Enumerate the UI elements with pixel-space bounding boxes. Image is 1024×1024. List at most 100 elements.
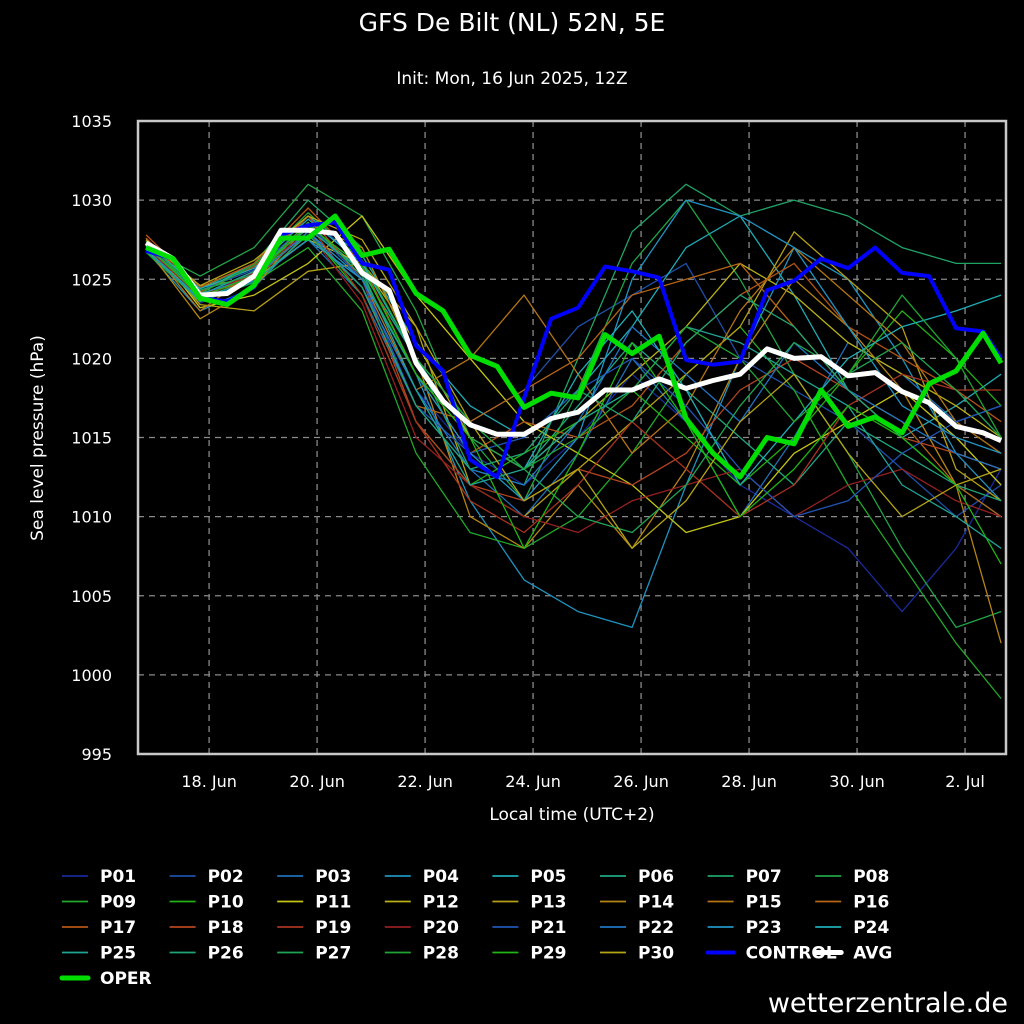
plot-frame [136, 119, 1008, 756]
legend-item-p26: P26 [169, 944, 244, 964]
series-line-p20 [145, 231, 1002, 534]
x-tick-label: 30. Jun [829, 772, 885, 791]
y-tick-label: 1020 [71, 349, 112, 368]
x-axis-ticks: 18. Jun 20. Jun 22. Jun 24. Jun 26. Jun 28. J… [181, 772, 985, 791]
y-tick-label: 1025 [71, 270, 112, 289]
legend-item-p25: P25 [62, 944, 136, 964]
legend-item-p07: P07 [707, 867, 782, 887]
series-line-p19 [145, 223, 1002, 534]
legend-item-p13: P13 [492, 893, 567, 913]
legend-item-p29: P29 [492, 944, 567, 964]
legend-label: P18 [208, 918, 244, 938]
y-axis-label: Sea level pressure (hPa) [28, 335, 48, 541]
legend-item-p28: P28 [384, 944, 459, 964]
x-tick-label: 28. Jun [721, 772, 777, 791]
legend-label: P08 [853, 867, 889, 887]
y-tick-label: 1015 [71, 429, 112, 448]
legend-label: P01 [100, 867, 136, 887]
legend-item-p20: P20 [384, 918, 459, 938]
x-axis-label: Local time (UTC+2) [489, 805, 654, 825]
legend-item-p30: P30 [600, 944, 674, 964]
legend-label: P11 [315, 893, 351, 913]
legend-label: P10 [208, 893, 244, 913]
legend: P01 P02 P03 P04 P05 P06 P07 P08 P09 P10 P11 P12 P13 P… [59, 867, 892, 989]
legend-label: P28 [423, 944, 459, 964]
legend-label: P24 [853, 918, 889, 938]
legend-label: P27 [315, 944, 351, 964]
legend-item-p23: P23 [707, 918, 782, 938]
x-tick-label: 2. Jul [945, 772, 985, 791]
legend-label: P22 [638, 918, 674, 938]
legend-item-p19: P19 [277, 918, 351, 938]
legend-item-p04: P04 [384, 867, 459, 887]
legend-item-p15: P15 [707, 893, 782, 913]
legend-label: P29 [530, 944, 566, 964]
legend-label: P25 [100, 944, 136, 964]
legend-label: P26 [208, 944, 244, 964]
legend-item-p21: P21 [492, 918, 567, 938]
legend-item-control: CONTROL [705, 944, 837, 964]
legend-item-p12: P12 [384, 893, 459, 913]
legend-item-p18: P18 [169, 918, 244, 938]
y-tick-label: 1005 [71, 587, 112, 606]
legend-label: P12 [423, 893, 459, 913]
legend-label: P23 [746, 918, 782, 938]
legend-label: P02 [208, 867, 244, 887]
x-tick-label: 18. Jun [181, 772, 237, 791]
legend-item-p11: P11 [277, 893, 351, 913]
y-tick-label: 1010 [71, 508, 112, 527]
legend-item-avg: AVG [812, 944, 892, 964]
legend-item-p17: P17 [62, 918, 136, 938]
legend-item-p14: P14 [600, 893, 674, 913]
x-tick-label: 20. Jun [289, 772, 345, 791]
legend-item-p03: P03 [277, 867, 351, 887]
legend-item-p27: P27 [277, 944, 351, 964]
y-tick-label: 1030 [71, 191, 112, 210]
series-line-oper [145, 213, 1004, 480]
x-tick-label: 22. Jun [397, 772, 453, 791]
legend-label: P15 [746, 893, 782, 913]
series-line-p26 [145, 234, 1002, 502]
legend-label: P14 [638, 893, 674, 913]
x-tick-label: 24. Jun [505, 772, 561, 791]
legend-item-p10: P10 [169, 893, 244, 913]
legend-item-p01: P01 [62, 867, 136, 887]
legend-label: P03 [315, 867, 351, 887]
y-tick-label: 1035 [71, 112, 112, 131]
series-line-avg [144, 227, 1003, 443]
legend-item-oper: OPER [59, 969, 152, 989]
legend-label: P17 [100, 918, 136, 938]
legend-label: P16 [853, 893, 889, 913]
legend-item-p06: P06 [600, 867, 674, 887]
legend-item-p22: P22 [600, 918, 674, 938]
legend-label: P19 [315, 918, 351, 938]
chart-title: GFS De Bilt (NL) 52N, 5E [359, 8, 666, 37]
watermark: wetterzentrale.de [768, 988, 1008, 1019]
legend-label: P04 [423, 867, 459, 887]
legend-label: P30 [638, 944, 674, 964]
legend-item-p02: P02 [169, 867, 244, 887]
legend-item-p08: P08 [815, 867, 889, 887]
legend-label: P09 [100, 893, 136, 913]
legend-item-p24: P24 [815, 918, 889, 938]
legend-label: P21 [530, 918, 566, 938]
y-tick-label: 995 [81, 745, 112, 764]
legend-label: P13 [530, 893, 566, 913]
legend-label: AVG [853, 944, 892, 964]
series-line-p29 [145, 224, 1002, 565]
y-tick-label: 1000 [71, 666, 112, 685]
legend-item-p09: P09 [62, 893, 136, 913]
legend-label: P06 [638, 867, 674, 887]
grid [138, 121, 1006, 754]
legend-label: P05 [530, 867, 566, 887]
legend-label: P07 [746, 867, 782, 887]
legend-label: OPER [100, 969, 152, 989]
y-axis-ticks: 995 1000 1005 1010 1015 1020 1025 1030 1035 [71, 112, 112, 764]
legend-label: P20 [423, 918, 459, 938]
legend-item-p16: P16 [815, 893, 889, 913]
series-lines [144, 183, 1004, 700]
chart-subtitle: Init: Mon, 16 Jun 2025, 12Z [396, 69, 627, 89]
x-tick-label: 26. Jun [613, 772, 669, 791]
